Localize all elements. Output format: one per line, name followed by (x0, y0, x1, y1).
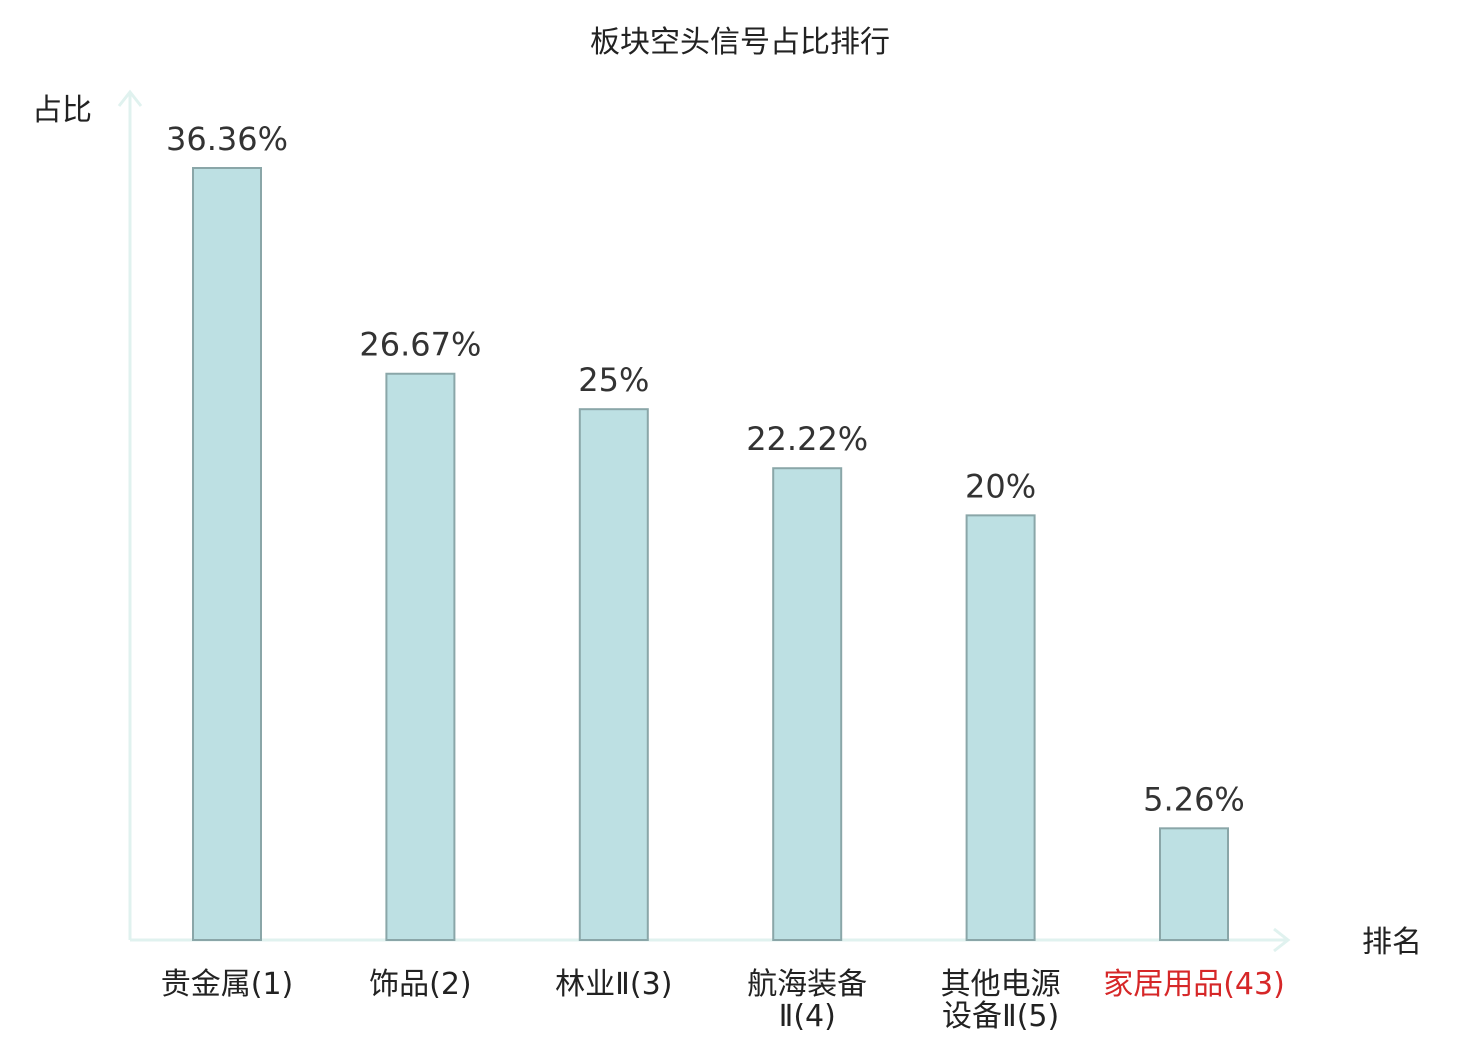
x-tick-label: 家居用品(43) (1103, 967, 1285, 1002)
data-label: 26.67% (359, 326, 481, 364)
bar (578, 408, 649, 942)
x-tick-label: 航海装备 (747, 967, 867, 1002)
chart-title: 板块空头信号占比排行 (590, 25, 890, 60)
x-tick-label: 贵金属(1) (161, 967, 294, 1002)
data-label: 20% (965, 467, 1036, 505)
y-axis-arrow (117, 89, 143, 107)
bar (772, 467, 843, 941)
data-label: 25% (578, 361, 649, 399)
x-axis-arrow (1273, 927, 1291, 953)
x-axis-label: 排名 (1362, 925, 1422, 960)
bar (1159, 827, 1229, 941)
bar (192, 167, 262, 941)
bar (385, 372, 456, 942)
axes (117, 89, 1291, 953)
bars-group (192, 167, 1229, 942)
x-tick-label: 设备Ⅱ(5) (942, 999, 1059, 1034)
data-label: 5.26% (1143, 780, 1245, 818)
data-label: 36.36% (166, 120, 288, 158)
x-tick-label: 饰品(2) (369, 967, 472, 1002)
x-tick-label: Ⅱ(4) (779, 999, 836, 1034)
value-labels-group: 36.36% 26.67% 25% 22.22% 20% 5.26% (166, 120, 1245, 818)
x-tick-label: 其他电源 (941, 967, 1061, 1002)
y-axis-label: 占比 (32, 93, 92, 128)
bar (965, 514, 1036, 941)
data-label: 22.22% (746, 420, 868, 458)
x-tick-label: 林业Ⅱ(3) (555, 967, 672, 1002)
